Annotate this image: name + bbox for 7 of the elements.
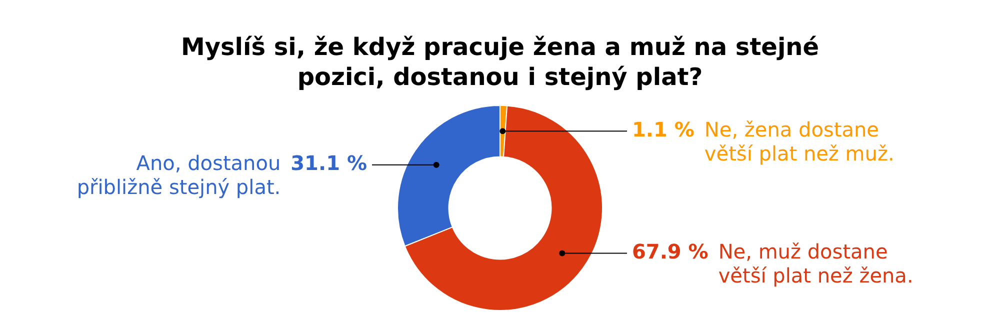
chart-title: Myslíš si, že když pracuje žena a muž na stejné pozici, dostanou i stejný plat?	[180, 32, 820, 92]
slice-label: Ano, dostanou přibližně stejný plat.	[76, 151, 281, 200]
data-label: 67.9 %	[632, 239, 708, 264]
data-label: 31.1 %	[290, 151, 367, 176]
slice-label: Ne, žena dostane větší plat než muž.	[704, 117, 894, 166]
data-label: 1.1 %	[632, 117, 694, 142]
slice-label: Ne, muž dostane větší plat než žena.	[718, 239, 914, 288]
